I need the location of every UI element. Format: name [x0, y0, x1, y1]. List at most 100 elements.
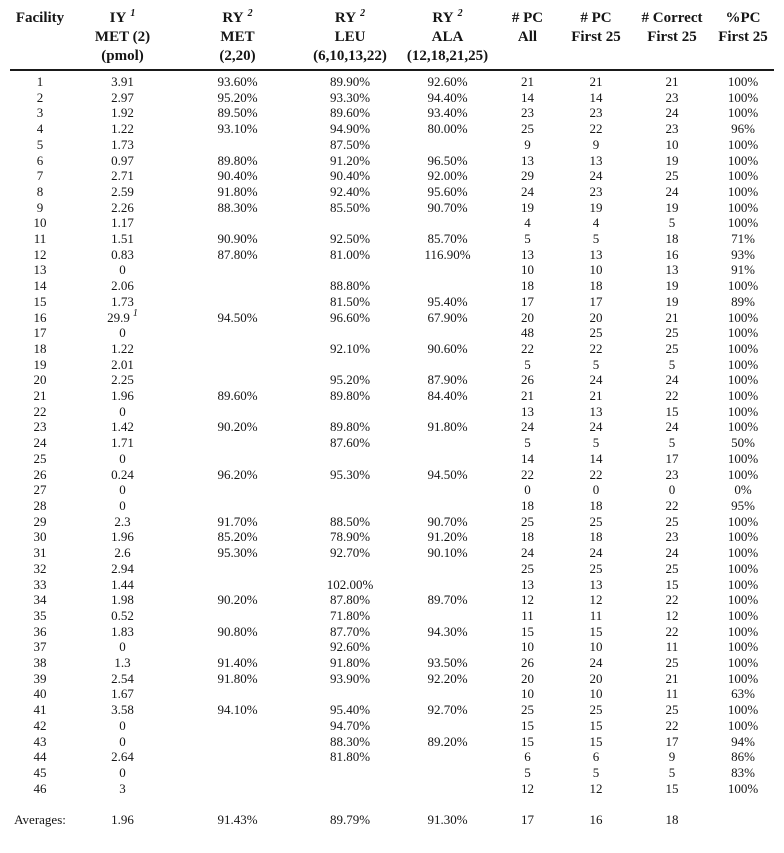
cell-pct-pc-first25: 93% — [731, 246, 755, 262]
cell-iy-met: 2.94 — [111, 560, 134, 576]
cell-pct-pc-first25: 100% — [727, 136, 759, 152]
cell-pc-first25: 5 — [592, 435, 600, 451]
table-row: 21 1.96 89.60% 89.80% 84.40% 21 21 22 100% — [10, 388, 774, 404]
cell-facility: 12 — [33, 246, 47, 262]
cell-ry-ala: 93.50% — [427, 655, 468, 671]
cell-correct-first25: 18 — [665, 231, 679, 247]
cell-pct-pc-first25: 100% — [727, 74, 759, 89]
cell-pc-first25: 22 — [589, 466, 603, 482]
cell-ry-leu — [300, 686, 400, 702]
cell-ry-met — [175, 215, 300, 231]
cell-facility: 21 — [33, 388, 47, 404]
average-pc-first25: 16 — [589, 811, 603, 827]
cell-ry-leu — [300, 451, 400, 467]
cell-correct-first25: 11 — [665, 686, 679, 702]
cell-correct-first25: 19 — [665, 199, 679, 215]
cell-iy-met: 3.91 — [111, 74, 134, 89]
cell-facility: 3 — [36, 105, 44, 121]
cell-facility: 4 — [36, 121, 44, 137]
cell-ry-leu: 87.60% — [329, 435, 371, 451]
cell-correct-first25: 5 — [668, 435, 676, 451]
cell-pc-first25: 25 — [589, 513, 603, 529]
cell-pc-all: 18 — [521, 497, 534, 513]
footnote-marker: 2 — [457, 8, 463, 19]
cell-facility: 30 — [33, 529, 47, 545]
cell-pc-all: 14 — [521, 450, 534, 466]
cell-ry-ala — [400, 262, 495, 278]
cell-facility: 36 — [33, 623, 47, 639]
cell-pct-pc-first25: 100% — [727, 560, 759, 576]
cell-iy-met: 0 — [119, 733, 126, 749]
cell-facility: 15 — [33, 293, 47, 309]
cell-ry-met — [175, 294, 300, 310]
cell-pc-first25: 13 — [589, 576, 603, 592]
header-line: RY 2 — [334, 8, 366, 27]
cell-pc-first25: 13 — [589, 152, 603, 168]
spacer-cell — [10, 796, 774, 811]
cell-ry-leu — [300, 561, 400, 577]
cell-facility: 25 — [33, 450, 47, 466]
table-row: 33 1.44 102.00% 13 13 15 100% — [10, 577, 774, 593]
cell-pct-pc-first25: 100% — [727, 545, 759, 561]
table-row: 26 0.24 96.20% 95.30% 94.50% 22 22 23 100% — [10, 467, 774, 483]
cell-ry-met: 93.60% — [217, 74, 258, 89]
cell-facility: 41 — [33, 702, 47, 718]
cell-pc-first25: 24 — [589, 168, 603, 184]
cell-ry-met — [175, 749, 300, 765]
cell-ry-ala: 93.40% — [427, 105, 468, 121]
table-row: 12 0.83 87.80% 81.00% 116.90% 13 13 16 93% — [10, 247, 774, 263]
cell-iy-met: 2.06 — [111, 278, 134, 294]
cell-ry-met — [175, 577, 300, 593]
cell-pc-first25: 10 — [589, 262, 603, 278]
cell-pc-all: 25 — [521, 560, 534, 576]
cell-ry-leu: 88.30% — [329, 733, 371, 749]
table-row: 16 29.9 1 94.50% 96.60% 67.90% 20 20 21 100% — [10, 309, 774, 326]
cell-pc-first25: 24 — [589, 545, 603, 561]
cell-ry-leu: 87.80% — [329, 592, 371, 608]
cell-ry-met: 94.50% — [217, 309, 258, 325]
cell-facility: 37 — [33, 639, 47, 655]
cell-ry-leu: 85.50% — [329, 199, 371, 215]
cell-ry-ala: 91.80% — [427, 419, 468, 435]
cell-ry-leu: 88.80% — [329, 278, 371, 294]
header-line: RY 2 — [432, 8, 463, 27]
table-row: 32 2.94 25 25 25 100% — [10, 561, 774, 577]
averages-label: Averages: — [14, 811, 66, 827]
cell-ry-met: 85.20% — [217, 529, 258, 545]
cell-ry-ala — [400, 749, 495, 765]
cell-ry-met: 95.20% — [217, 89, 258, 105]
cell-pct-pc-first25: 100% — [727, 607, 759, 623]
cell-correct-first25: 13 — [665, 262, 679, 278]
cell-iy-met: 0.83 — [111, 246, 134, 262]
cell-iy-met: 0 — [119, 717, 126, 733]
cell-pct-pc-first25: 100% — [727, 702, 759, 718]
cell-facility: 34 — [33, 592, 47, 608]
cell-facility: 18 — [33, 340, 47, 356]
cell-ry-leu: 78.90% — [329, 529, 371, 545]
cell-correct-first25: 22 — [665, 623, 679, 639]
cell-pc-first25: 18 — [589, 529, 603, 545]
cell-ry-ala: 80.00% — [427, 121, 468, 137]
cell-pc-first25: 4 — [592, 215, 600, 231]
cell-ry-leu: 71.80% — [329, 607, 371, 623]
header-line: LEU — [334, 29, 366, 45]
column-header-correct-first25: # Correct First 25 — [632, 9, 712, 71]
cell-pc-all: 20 — [521, 670, 534, 686]
cell-pc-first25: 20 — [589, 670, 603, 686]
cell-ry-ala: 90.60% — [427, 340, 468, 356]
cell-correct-first25: 25 — [665, 325, 679, 341]
cell-pc-all: 15 — [521, 733, 534, 749]
cell-pc-first25: 11 — [589, 607, 603, 623]
cell-ry-ala: 94.40% — [427, 89, 468, 105]
cell-iy-met: 2.64 — [111, 749, 134, 765]
cell-ry-ala: 91.20% — [427, 529, 468, 545]
table-row: 6 0.97 89.80% 91.20% 96.50% 13 13 19 100% — [10, 153, 774, 169]
cell-correct-first25: 19 — [665, 152, 679, 168]
table-body: 1 3.91 93.60% 89.90% 92.60% 21 21 21 100% 2 2.97 95… — [10, 70, 774, 796]
cell-iy-met: 0 — [119, 325, 126, 341]
cell-pc-first25: 5 — [592, 356, 600, 372]
average-ry-ala: 91.30% — [427, 811, 468, 827]
cell-pc-first25: 20 — [589, 309, 603, 325]
cell-pc-first25: 22 — [589, 340, 603, 356]
cell-pct-pc-first25: 100% — [727, 466, 759, 482]
